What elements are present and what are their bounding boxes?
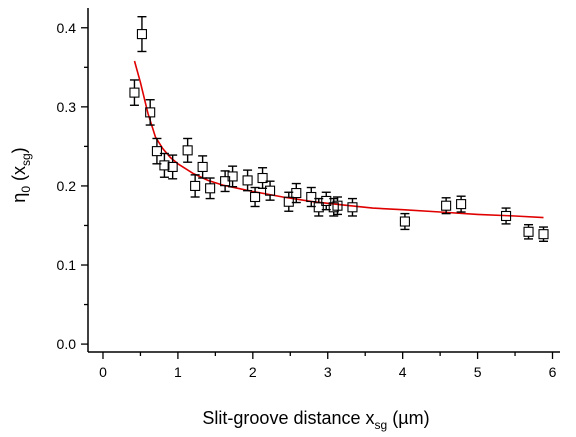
x-axis-ticks: 0 1 2 3 4 5 6: [99, 352, 557, 380]
square-marker: [538, 229, 549, 240]
y-axis-title: η0 (xsg): [9, 147, 33, 202]
square-marker: [159, 160, 170, 171]
square-marker: [257, 172, 268, 184]
square-marker: [441, 200, 452, 211]
square-marker: [250, 191, 261, 203]
square-marker: [501, 210, 512, 222]
data-point: [227, 165, 238, 188]
x-tick-label: 3: [324, 364, 332, 380]
square-marker: [456, 199, 467, 210]
data-point: [129, 79, 140, 106]
data-point: [523, 223, 534, 240]
data-point: [328, 197, 339, 217]
x-tick-label: 2: [249, 364, 257, 380]
data-point: [441, 197, 452, 215]
data-points: [129, 15, 549, 242]
y-tick-label: 0.3: [57, 99, 77, 115]
square-marker: [283, 196, 294, 207]
square-marker: [328, 202, 339, 213]
data-point: [167, 154, 178, 180]
square-marker: [347, 202, 358, 213]
data-point: [456, 195, 467, 213]
data-point: [250, 186, 261, 208]
square-marker: [151, 146, 162, 157]
data-point: [399, 212, 410, 231]
x-axis-title: Slit-groove distance xsg (µm): [202, 408, 429, 432]
x-tick-label: 5: [474, 364, 482, 380]
square-marker: [190, 180, 201, 191]
data-point: [136, 15, 147, 53]
data-point: [159, 152, 170, 178]
data-point: [321, 191, 332, 211]
y-tick-label: 0.4: [57, 20, 77, 36]
x-tick-label: 0: [99, 364, 107, 380]
y-tick-label: 0.0: [57, 336, 77, 352]
square-marker: [291, 187, 302, 199]
square-marker: [145, 107, 156, 118]
data-point: [347, 197, 358, 217]
data-point: [145, 99, 156, 126]
data-point: [291, 182, 302, 204]
square-marker: [523, 226, 534, 237]
data-point: [205, 177, 216, 200]
data-point: [151, 137, 162, 165]
data-point: [197, 155, 208, 179]
x-tick-label: 1: [174, 364, 182, 380]
square-marker: [129, 87, 140, 98]
square-marker: [197, 161, 208, 173]
x-tick-label: 4: [399, 364, 407, 380]
y-tick-label: 0.2: [57, 178, 77, 194]
square-marker: [321, 195, 332, 207]
square-marker: [332, 200, 343, 211]
square-marker: [399, 216, 410, 227]
x-tick-label: 6: [549, 364, 557, 380]
square-marker: [313, 202, 324, 213]
data-point: [257, 167, 268, 190]
square-marker: [227, 171, 238, 182]
square-marker: [167, 161, 178, 173]
y-axis-ticks: 0.0 0.1 0.2 0.3 0.4: [57, 20, 88, 352]
square-marker: [182, 145, 193, 156]
square-marker: [306, 191, 317, 203]
data-point: [538, 226, 549, 242]
data-point: [332, 196, 343, 216]
fit-curve: [133, 60, 544, 219]
square-marker: [242, 175, 253, 186]
data-point: [182, 137, 193, 163]
data-point: [265, 180, 276, 201]
square-marker: [205, 183, 216, 194]
y-tick-label: 0.1: [57, 257, 77, 273]
square-marker: [136, 29, 147, 40]
data-point: [190, 174, 201, 198]
data-point: [242, 169, 253, 192]
square-marker: [265, 185, 276, 196]
data-point: [501, 207, 512, 225]
